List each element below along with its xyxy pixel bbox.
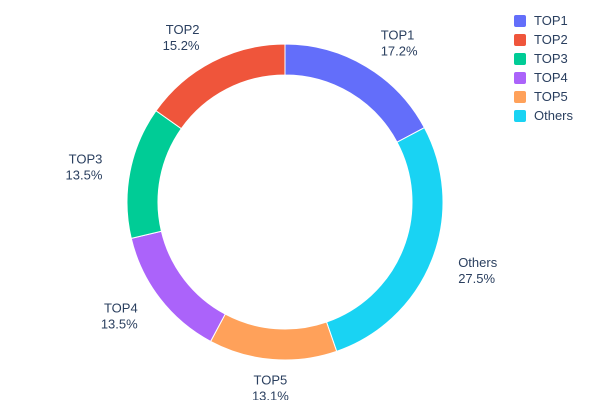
legend-item-top3[interactable]: TOP3 <box>514 52 573 66</box>
slice-label-others: Others 27.5% <box>458 255 498 286</box>
slice-label-top2: TOP2 15.2% <box>163 22 200 53</box>
legend-label: TOP1 <box>534 13 568 28</box>
legend-swatch <box>514 53 526 65</box>
legend-swatch <box>514 72 526 84</box>
legend-item-top2[interactable]: TOP2 <box>514 33 573 47</box>
legend-swatch <box>514 110 526 122</box>
pie-slice-top3[interactable] <box>126 110 183 240</box>
slice-label-top3: TOP3 13.5% <box>66 152 103 183</box>
legend-label: TOP3 <box>534 51 568 66</box>
legend-item-top5[interactable]: TOP5 <box>514 90 573 104</box>
legend-swatch <box>514 34 526 46</box>
legend-item-others[interactable]: Others <box>514 109 573 123</box>
pie-slice-top1[interactable] <box>284 43 426 143</box>
legend-item-top1[interactable]: TOP1 <box>514 14 573 28</box>
legend-label: TOP2 <box>534 32 568 47</box>
slice-label-top5: TOP5 13.1% <box>252 372 289 400</box>
legend-label: TOP4 <box>534 70 568 85</box>
pie-slice-others[interactable] <box>325 126 444 352</box>
slice-label-top4: TOP4 13.5% <box>101 301 138 332</box>
pie-slice-top5[interactable] <box>209 313 338 361</box>
legend-swatch <box>514 91 526 103</box>
legend-swatch <box>514 15 526 27</box>
legend-item-top4[interactable]: TOP4 <box>514 71 573 85</box>
pie-slice-top2[interactable] <box>155 43 286 130</box>
pie-slice-top4[interactable] <box>130 230 226 343</box>
slice-label-top1: TOP1 17.2% <box>381 28 418 59</box>
legend-label: Others <box>534 108 574 123</box>
legend: TOP1 TOP2 TOP3 TOP4 TOP5 Others <box>514 14 573 123</box>
legend-label: TOP5 <box>534 89 568 104</box>
